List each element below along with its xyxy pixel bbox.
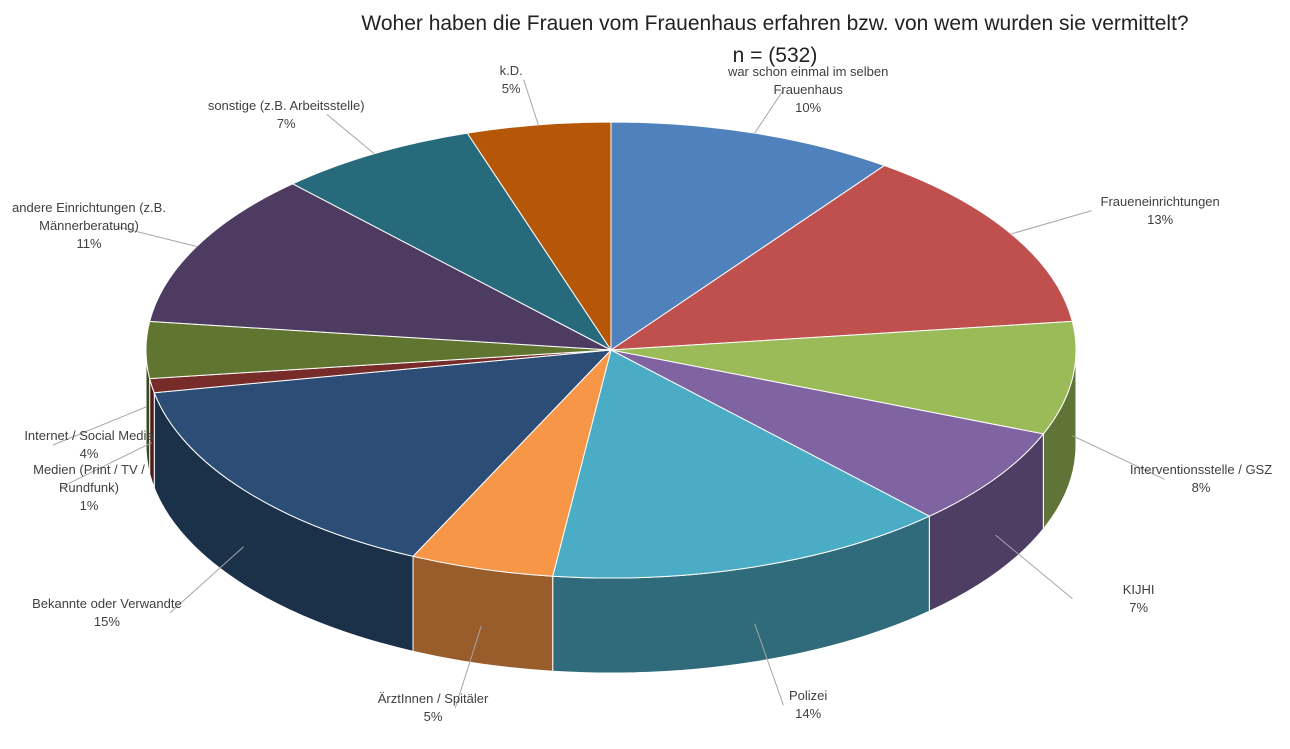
data-label: sonstige (z.B. Arbeitsstelle) 7%	[201, 97, 371, 133]
slice	[610, 121, 886, 351]
leader-line	[995, 534, 1073, 600]
slice	[149, 183, 612, 351]
category-label: ÄrztInnen / Spitäler	[377, 690, 489, 706]
leader-line	[326, 114, 375, 155]
slice	[412, 348, 612, 577]
leader-line	[754, 89, 784, 134]
leader-line	[523, 79, 539, 125]
percent-label: 8%	[1191, 480, 1211, 496]
data-label: ÄrztInnen / Spitäler 5%	[348, 690, 518, 726]
data-label: Polizei 14%	[723, 687, 893, 723]
leader-line	[754, 623, 784, 706]
chart-subtitle: n = (532)	[732, 44, 818, 67]
percent-label: 13%	[1147, 211, 1174, 227]
category-label: k.D.	[499, 62, 523, 78]
leader-line	[1011, 210, 1092, 235]
category-label: andere Einrichtungen (z.B. Männerberatun…	[12, 199, 166, 233]
category-label: Interventionsstelle / GSZ	[1129, 462, 1273, 478]
chart-title: Woher haben die Frauen vom Frauenhaus er…	[361, 12, 1189, 35]
data-label: Bekannte oder Verwandte 15%	[22, 595, 192, 631]
category-label: Polizei	[788, 688, 828, 704]
slice	[291, 132, 612, 351]
data-label: k.D. 5%	[426, 62, 596, 98]
percent-label: 15%	[93, 613, 120, 629]
slice	[466, 121, 612, 352]
category-label: sonstige (z.B. Arbeitsstelle)	[207, 97, 365, 113]
percent-label: 7%	[1129, 599, 1149, 615]
data-label: war schon einmal im selben Frauenhaus 10%	[723, 63, 893, 117]
percent-label: 11%	[76, 235, 102, 251]
leader-line	[113, 225, 197, 247]
slice	[610, 349, 1045, 517]
category-label: Medien (Print / TV / Rundfunk)	[33, 461, 145, 495]
category-label: Fraueneinrichtungen	[1100, 193, 1220, 209]
data-label: KIJHI 7%	[1054, 581, 1224, 617]
leader-line	[1072, 435, 1165, 480]
data-label: Medien (Print / TV / Rundfunk) 1%	[4, 461, 174, 515]
leader-line	[454, 625, 482, 708]
percent-label: 10%	[795, 99, 822, 115]
data-label: Internet / Social Media 4%	[4, 427, 174, 463]
percent-label: 14%	[795, 706, 822, 722]
leader-line	[169, 546, 244, 614]
percent-label: 4%	[79, 446, 99, 461]
data-label: Fraueneinrichtungen 13%	[1075, 193, 1245, 229]
leader-line	[52, 406, 147, 446]
percent-label: 5%	[423, 708, 443, 724]
percent-label: 7%	[276, 115, 296, 131]
slice	[610, 320, 1077, 435]
slice	[153, 349, 613, 557]
data-label: andere Einrichtungen (z.B. Männerberatun…	[4, 199, 174, 253]
percent-label: 1%	[79, 497, 99, 513]
category-label: war schon einmal im selben Frauenhaus	[727, 63, 889, 97]
data-label: Interventionsstelle / GSZ 8%	[1116, 461, 1286, 497]
category-label: KIJHI	[1122, 581, 1155, 597]
percent-label: 5%	[501, 80, 521, 96]
leader-line	[59, 442, 152, 489]
category-label: Bekannte oder Verwandte	[32, 595, 182, 611]
slice	[609, 164, 1073, 351]
slice	[552, 349, 931, 579]
category-label: Internet / Social Media	[24, 428, 154, 443]
